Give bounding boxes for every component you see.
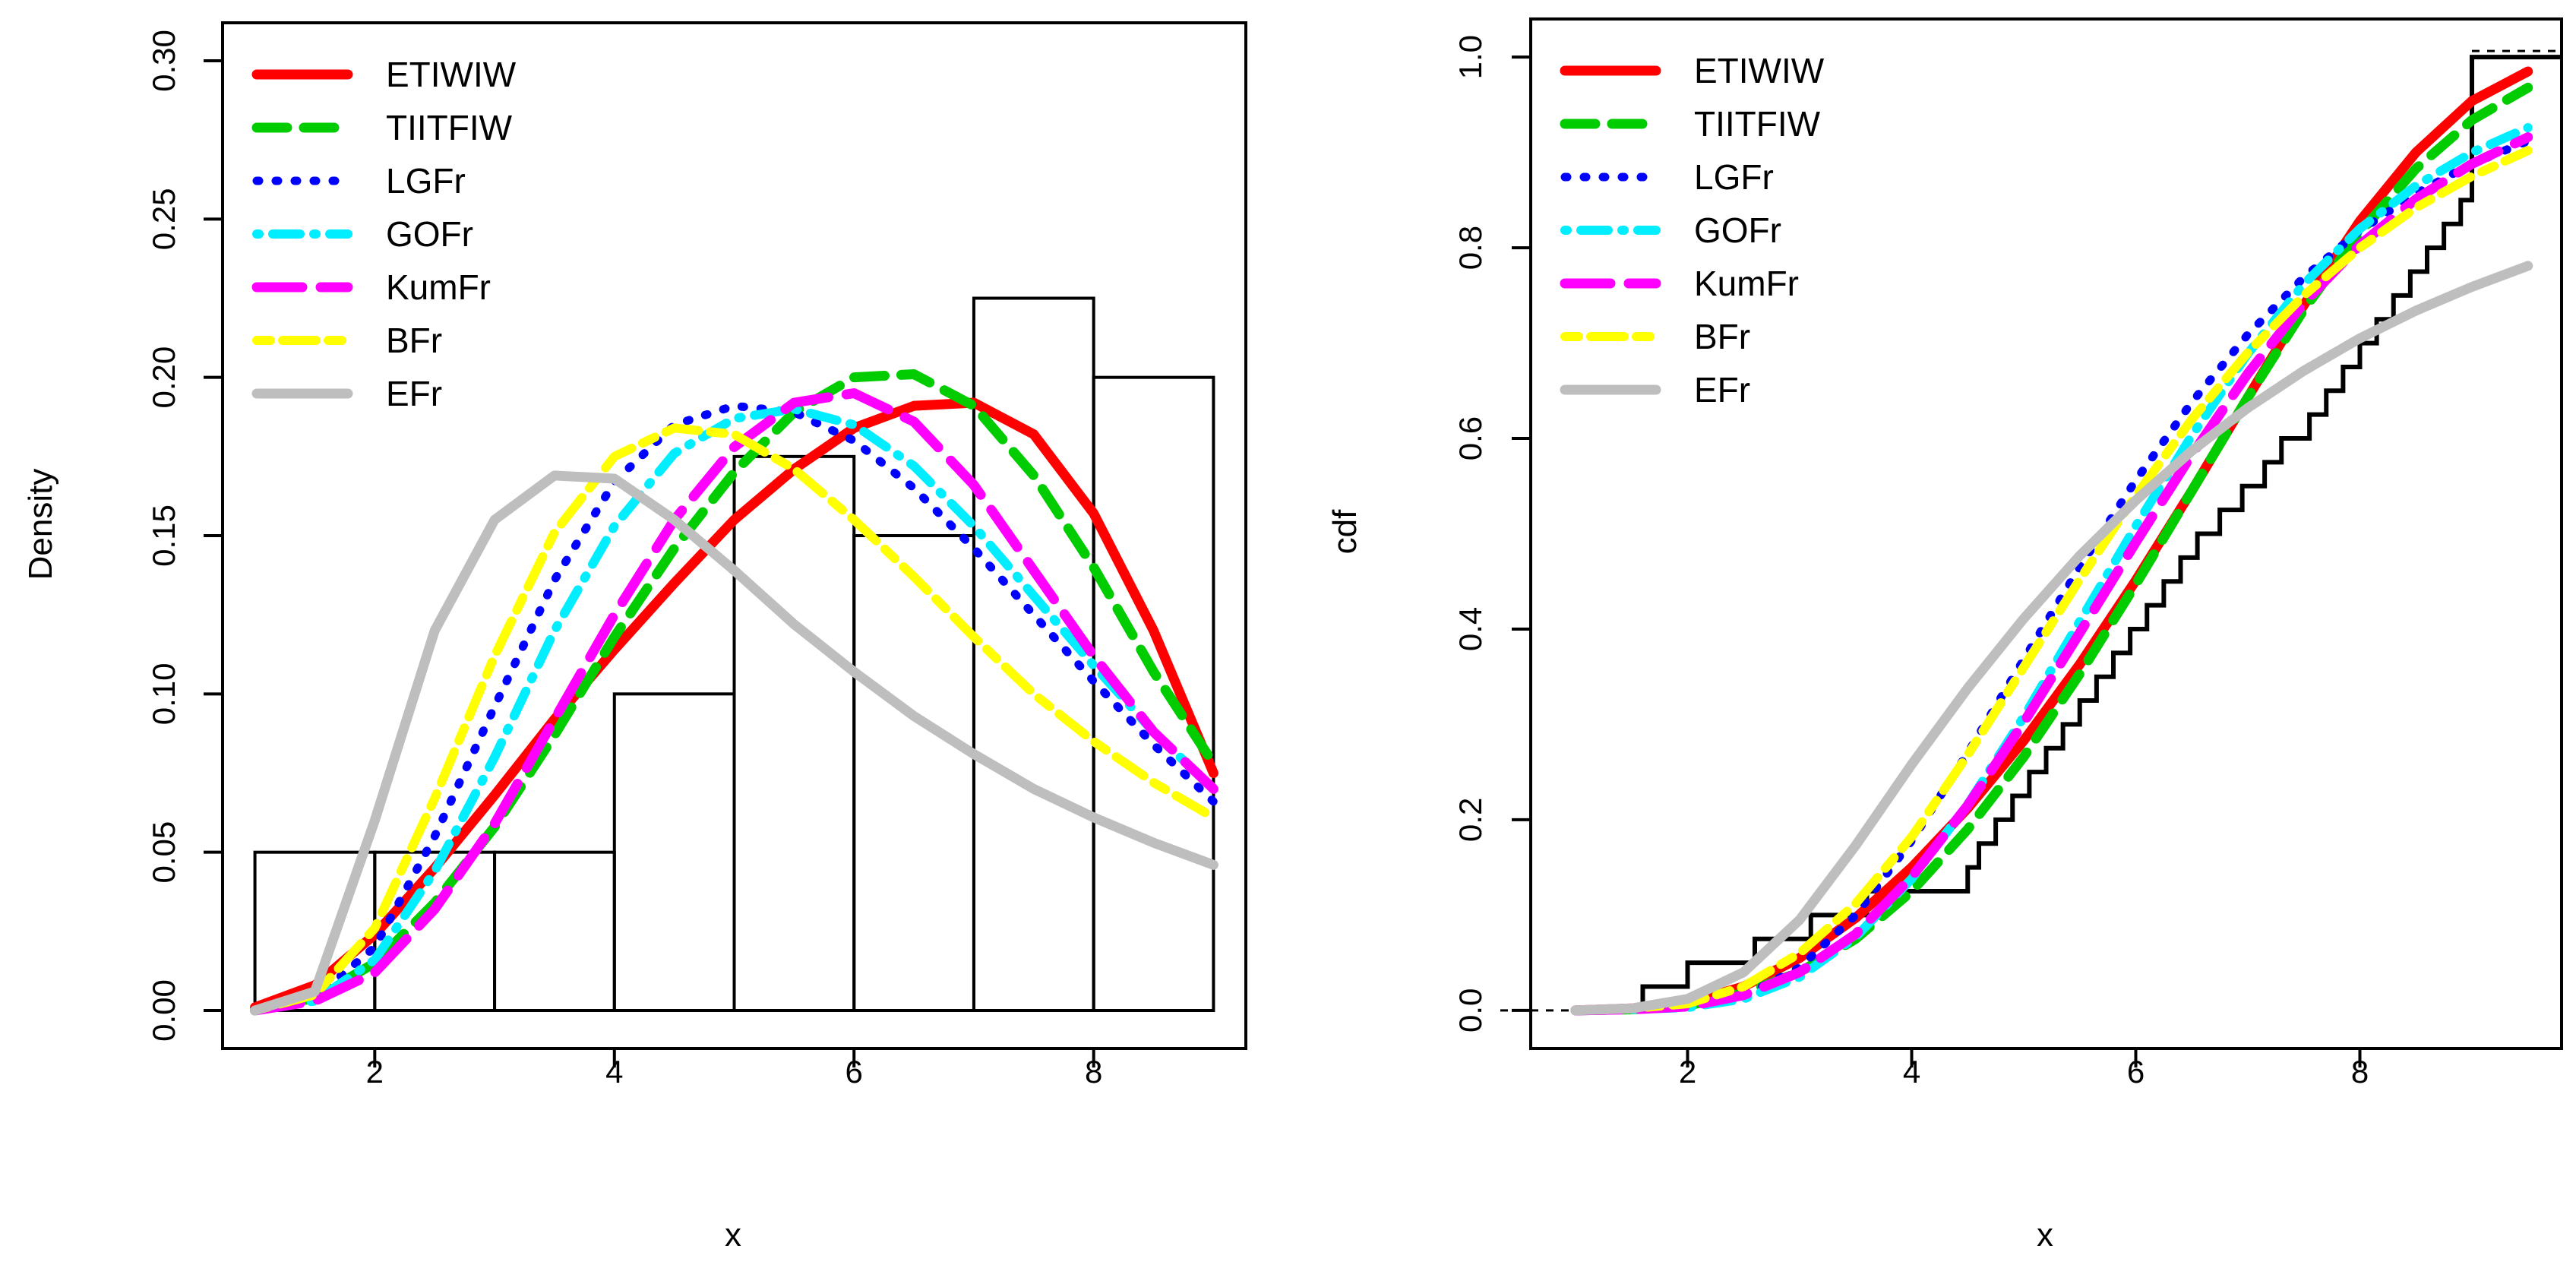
- series-line-bfr: [250, 423, 1218, 1015]
- legend-label-kumfr: KumFr: [386, 267, 491, 307]
- y-tick-label: 0.10: [146, 663, 182, 725]
- legend-label-lgfr: LGFr: [1694, 157, 1774, 197]
- x-tick-label: 6: [845, 1054, 863, 1090]
- legend-label-bfr: BFr: [386, 321, 442, 360]
- series-line-kumfr: [250, 388, 1218, 1016]
- y-tick-label: 0.20: [146, 346, 182, 409]
- legend-label-tiitfiw: TIITFIW: [386, 108, 513, 147]
- series-line-etiwiw: [1570, 66, 2533, 1016]
- x-tick-label: 8: [2351, 1054, 2369, 1090]
- cdf-legend: ETIWIW TIITFIW LGFr GOFr KumFr BFr EFr: [1560, 51, 1825, 410]
- y-tick-label: 0.30: [146, 30, 182, 92]
- legend-label-gofr: GOFr: [386, 214, 473, 254]
- cdf-plot-body: [1500, 49, 2562, 1016]
- legend-label-bfr: BFr: [1694, 317, 1750, 356]
- series-line-bfr: [1571, 146, 2533, 1015]
- cdf-panel: 2 4 6 8 0.0 0.2 0.4 0.6 0.8 1.0 x cdf ETIWIW TIITF…: [1326, 17, 2563, 1254]
- legend-label-lgfr: LGFr: [386, 161, 466, 201]
- density-x-axis-label: x: [725, 1216, 741, 1254]
- y-tick-label: 0.4: [1452, 607, 1488, 651]
- x-tick-label: 2: [1679, 1054, 1696, 1090]
- legend-label-etiwiw: ETIWIW: [1694, 51, 1825, 90]
- x-tick-label: 6: [2127, 1054, 2145, 1090]
- y-tick-label: 0.25: [146, 188, 182, 250]
- density-plot-body: [250, 296, 1218, 1016]
- x-tick-label: 4: [1903, 1054, 1920, 1090]
- y-tick-label: 0.2: [1452, 798, 1488, 842]
- legend-label-efr: EFr: [386, 374, 442, 413]
- series-line-efr: [1570, 261, 2533, 1016]
- cdf-axes: 2 4 6 8 0.0 0.2 0.4 0.6 0.8 1.0: [1452, 17, 2563, 1090]
- series-line-tiitfiw: [250, 369, 1218, 1016]
- density-panel: 2 4 6 8 0.00 0.05 0.10 0.15 0.20 0.25 0.30 x Densi…: [22, 21, 1247, 1254]
- x-tick-label: 8: [1085, 1054, 1102, 1090]
- y-tick-label: 0.05: [146, 821, 182, 884]
- y-tick-label: 1.0: [1452, 35, 1488, 79]
- y-tick-label: 0.6: [1452, 416, 1488, 460]
- density-y-axis-label: Density: [22, 469, 59, 580]
- x-tick-label: 4: [605, 1054, 623, 1090]
- series-line-efr: [250, 470, 1218, 1016]
- density-axes: 2 4 6 8 0.00 0.05 0.10 0.15 0.20 0.25 0.30: [146, 21, 1247, 1090]
- legend-label-kumfr: KumFr: [1694, 264, 1799, 303]
- series-line-lgfr: [251, 401, 1218, 1015]
- cdf-x-axis-label: x: [2037, 1216, 2053, 1254]
- x-tick-label: 2: [366, 1054, 384, 1090]
- cdf-plot-frame: [1529, 17, 2563, 1050]
- y-tick-label: 0.00: [146, 979, 182, 1042]
- legend-label-tiitfiw: TIITFIW: [1694, 104, 1821, 144]
- legend-label-efr: EFr: [1694, 370, 1750, 410]
- cdf-y-axis-label: cdf: [1326, 509, 1364, 554]
- y-tick-label: 0.15: [146, 504, 182, 567]
- y-tick-label: 0.8: [1452, 226, 1488, 270]
- series-line-gofr: [250, 404, 1218, 1015]
- series-line-etiwiw: [250, 397, 1218, 1013]
- ecdf-step-line: [1640, 55, 2562, 1011]
- density-legend: ETIWIW TIITFIW LGFr GOFr KumFr BFr EFr: [251, 55, 517, 413]
- y-tick-label: 0.0: [1452, 988, 1488, 1033]
- legend-label-gofr: GOFr: [1694, 210, 1781, 250]
- legend-label-etiwiw: ETIWIW: [386, 55, 517, 94]
- histogram-bar: [1092, 375, 1215, 1012]
